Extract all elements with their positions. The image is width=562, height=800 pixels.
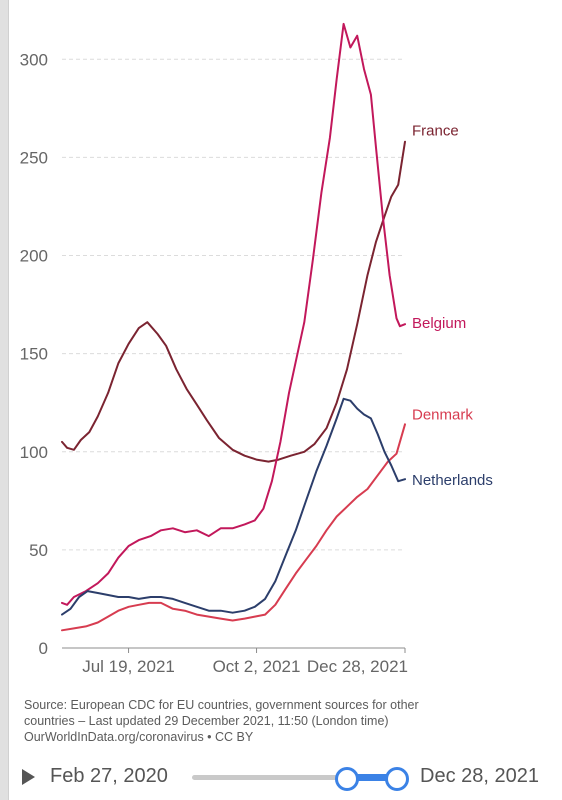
x-tick-label: Jul 19, 2021 <box>82 657 175 676</box>
y-axis-ticks: 0 50 100 150 200 250 300 <box>20 50 48 658</box>
timeline-start-handle[interactable] <box>335 767 359 791</box>
viewport-edge <box>0 0 9 800</box>
chart-area: 0 50 100 150 200 250 300 Jul 19, 2021 Oct 2, 20… <box>20 22 493 676</box>
timeline-track[interactable] <box>192 775 397 780</box>
source-line-2: countries – Last updated 29 December 202… <box>24 714 389 728</box>
y-tick-label: 300 <box>20 50 48 69</box>
series-line-france[interactable] <box>61 140 406 463</box>
source-note: Source: European CDC for EU countries, g… <box>24 697 544 745</box>
y-tick-label: 0 <box>39 639 48 658</box>
series-label-netherlands[interactable]: Netherlands <box>412 472 493 489</box>
x-tick-label: Oct 2, 2021 <box>213 657 301 676</box>
source-line-3[interactable]: OurWorldInData.org/coronavirus • CC BY <box>24 730 254 744</box>
timeline-end-handle[interactable] <box>385 767 409 791</box>
series-line-netherlands[interactable] <box>61 397 406 616</box>
source-line-1: Source: European CDC for EU countries, g… <box>24 698 419 712</box>
timeline-selected-range <box>346 774 396 781</box>
y-tick-label: 150 <box>20 345 48 364</box>
series-lines <box>61 22 406 632</box>
series-label-denmark[interactable]: Denmark <box>412 406 473 423</box>
grid-lines <box>62 58 405 649</box>
series-labels: France Belgium Denmark Netherlands <box>412 123 493 490</box>
series-label-france[interactable]: France <box>412 123 459 140</box>
series-line-denmark[interactable] <box>61 423 406 632</box>
timeline-start-label[interactable]: Feb 27, 2020 <box>50 765 168 787</box>
y-tick-label: 100 <box>20 443 48 462</box>
series-label-belgium[interactable]: Belgium <box>412 315 466 332</box>
series-line-belgium[interactable] <box>61 22 406 606</box>
x-tick-label: Dec 28, 2021 <box>307 657 408 676</box>
y-tick-label: 250 <box>20 148 48 167</box>
timeline-end-label[interactable]: Dec 28, 2021 <box>420 765 539 787</box>
line-chart: 0 50 100 150 200 250 300 Jul 19, 2021 Oct 2, 20… <box>20 22 493 676</box>
play-icon[interactable] <box>22 769 35 785</box>
x-axis-ticks: Jul 19, 2021 Oct 2, 2021 Dec 28, 2021 <box>82 648 408 676</box>
timeline-control: Feb 27, 2020 Dec 28, 2021 <box>0 755 562 800</box>
y-tick-label: 200 <box>20 247 48 266</box>
y-tick-label: 50 <box>29 541 48 560</box>
